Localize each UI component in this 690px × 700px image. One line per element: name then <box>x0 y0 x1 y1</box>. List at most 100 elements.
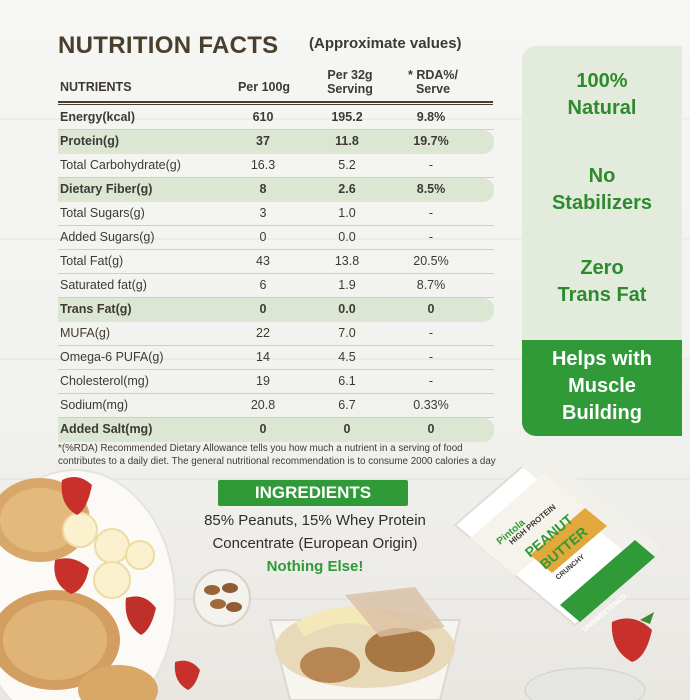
badge-muscle-line2: Muscle <box>568 375 636 397</box>
strawberry-image <box>54 558 89 594</box>
nutrient-name: MUFA(g) <box>60 326 110 340</box>
value-per32: 0 <box>343 422 351 436</box>
value-per32: 1.0 <box>338 206 356 220</box>
nutrient-name: Trans Fat(g) <box>60 302 132 316</box>
value-per32: 0.0 <box>338 302 356 316</box>
ingredients-line3: Nothing Else! <box>266 558 364 575</box>
strawberry-image <box>125 596 156 635</box>
rda-footnote: *(%RDA) Recommended Dietary Allowance te… <box>58 443 496 467</box>
value-rda: 9.8% <box>416 110 446 124</box>
value-rda: 19.7% <box>413 134 449 148</box>
granola-bowl-image <box>268 619 462 700</box>
jar-bottom-text: UNSWEETENED <box>582 593 628 633</box>
value-per32: 7.0 <box>338 326 356 340</box>
badge-zero-trans-fat-line2: Trans Fat <box>557 284 647 306</box>
value-per32: 0.0 <box>338 230 356 244</box>
value-per100: 20.8 <box>250 398 276 412</box>
almond-image <box>226 602 242 612</box>
table-row: Total Sugars(g) 3 1.0 - <box>58 202 494 226</box>
almond-bowl-image <box>193 569 251 627</box>
column-header-rda-line1: * RDA%/ <box>407 68 458 82</box>
value-per32: 195.2 <box>331 110 363 124</box>
strawberry-leaf-image <box>640 612 654 624</box>
table-row: MUFA(g) 22 7.0 - <box>58 322 494 346</box>
nutrient-name: Cholesterol(mg) <box>60 374 149 388</box>
badge-natural-line1: 100% <box>576 70 628 92</box>
banana-slice-image <box>93 561 131 599</box>
granola-image <box>365 628 435 672</box>
nutrition-table: Energy(kcal) 610 195.2 9.8% Protein(g) 37 11.8… <box>58 106 494 442</box>
strawberry-image <box>61 476 92 515</box>
pancake-image <box>0 478 90 562</box>
pancake-image <box>3 600 107 680</box>
table-row: Trans Fat(g) 0 0.0 0 <box>58 298 494 322</box>
header-rule <box>58 101 493 103</box>
value-rda: - <box>428 374 434 388</box>
value-per100: 16.3 <box>250 158 276 172</box>
nutrient-name: Total Fat(g) <box>60 254 124 268</box>
nutrient-name: Saturated fat(g) <box>60 278 147 292</box>
column-header-per100: Per 100g <box>237 80 291 94</box>
value-rda: 0 <box>427 422 435 436</box>
table-row: Added Salt(mg) 0 0 0 <box>58 418 494 442</box>
value-rda: 0.33% <box>413 398 449 412</box>
almond-image <box>210 599 226 609</box>
pancake-image <box>0 590 120 690</box>
value-per32: 6.1 <box>338 374 356 388</box>
nutrient-name: Added Sugars(g) <box>60 230 155 244</box>
value-per32: 13.8 <box>334 254 360 268</box>
table-row: Protein(g) 37 11.8 19.7% <box>58 130 494 154</box>
value-per100: 0 <box>259 230 267 244</box>
pancake-image <box>0 488 80 552</box>
ingredients-heading: INGREDIENTS <box>218 480 408 506</box>
granola-image <box>275 608 455 688</box>
table-row: Omega-6 PUFA(g) 14 4.5 - <box>58 346 494 370</box>
column-header-per32-line1: Per 32g <box>327 68 373 82</box>
page-subtitle: (Approximate values) <box>309 35 462 52</box>
value-per32: 1.9 <box>338 278 356 292</box>
jar-name-line1: PEANUT <box>522 511 577 561</box>
peanut-butter-jar-image <box>453 448 660 627</box>
badge-natural-line2: Natural <box>567 97 637 119</box>
value-rda: - <box>428 326 434 340</box>
banana-slice-image <box>94 528 130 564</box>
column-header-per32: Per 32g Serving <box>315 68 385 96</box>
table-row: Energy(kcal) 610 195.2 9.8% <box>58 106 494 130</box>
badge-natural: 100% Natural <box>522 46 682 151</box>
plate-image <box>0 469 176 700</box>
badge-no-stabilizers-line1: No <box>588 165 616 187</box>
value-rda: - <box>428 206 434 220</box>
badge-muscle-line1: Helps with <box>551 348 652 370</box>
strawberry-image <box>611 618 652 662</box>
badge-no-stabilizers-line2: Stabilizers <box>551 192 653 214</box>
table-row: Saturated fat(g) 6 1.9 8.7% <box>58 274 494 298</box>
banana-slice-image <box>295 607 405 637</box>
column-header-nutrients: NUTRIENTS <box>60 80 132 94</box>
jar-brand-text: Pintola <box>495 517 528 547</box>
column-header-rda: * RDA%/ Serve <box>396 68 470 96</box>
value-per100: 14 <box>256 350 270 364</box>
value-per100: 0 <box>259 302 267 316</box>
page-title: NUTRITION FACTS <box>58 32 279 59</box>
nutrient-name: Total Carbohydrate(g) <box>60 158 181 172</box>
nutrient-name: Energy(kcal) <box>60 110 136 124</box>
nutrient-name: Dietary Fiber(g) <box>60 182 153 196</box>
badge-zero-trans-fat: Zero Trans Fat <box>522 247 682 340</box>
value-per32: 4.5 <box>338 350 356 364</box>
value-rda: - <box>428 158 434 172</box>
badge-muscle-line3: Building <box>562 402 642 424</box>
value-per100: 8 <box>259 182 267 196</box>
value-per100: 19 <box>256 374 270 388</box>
value-per100: 6 <box>259 278 267 292</box>
value-per32: 2.6 <box>338 182 356 196</box>
strawberry-image <box>174 660 200 690</box>
glass-jar-image <box>524 667 646 700</box>
value-per100: 37 <box>256 134 270 148</box>
value-per32: 5.2 <box>338 158 356 172</box>
badge-zero-trans-fat-line1: Zero <box>580 257 624 279</box>
header-rule-thin <box>58 104 493 105</box>
value-rda: 20.5% <box>413 254 449 268</box>
nutrient-name: Added Salt(mg) <box>60 422 153 436</box>
column-header-rda-line2: Serve <box>415 82 451 96</box>
value-per100: 610 <box>252 110 274 124</box>
